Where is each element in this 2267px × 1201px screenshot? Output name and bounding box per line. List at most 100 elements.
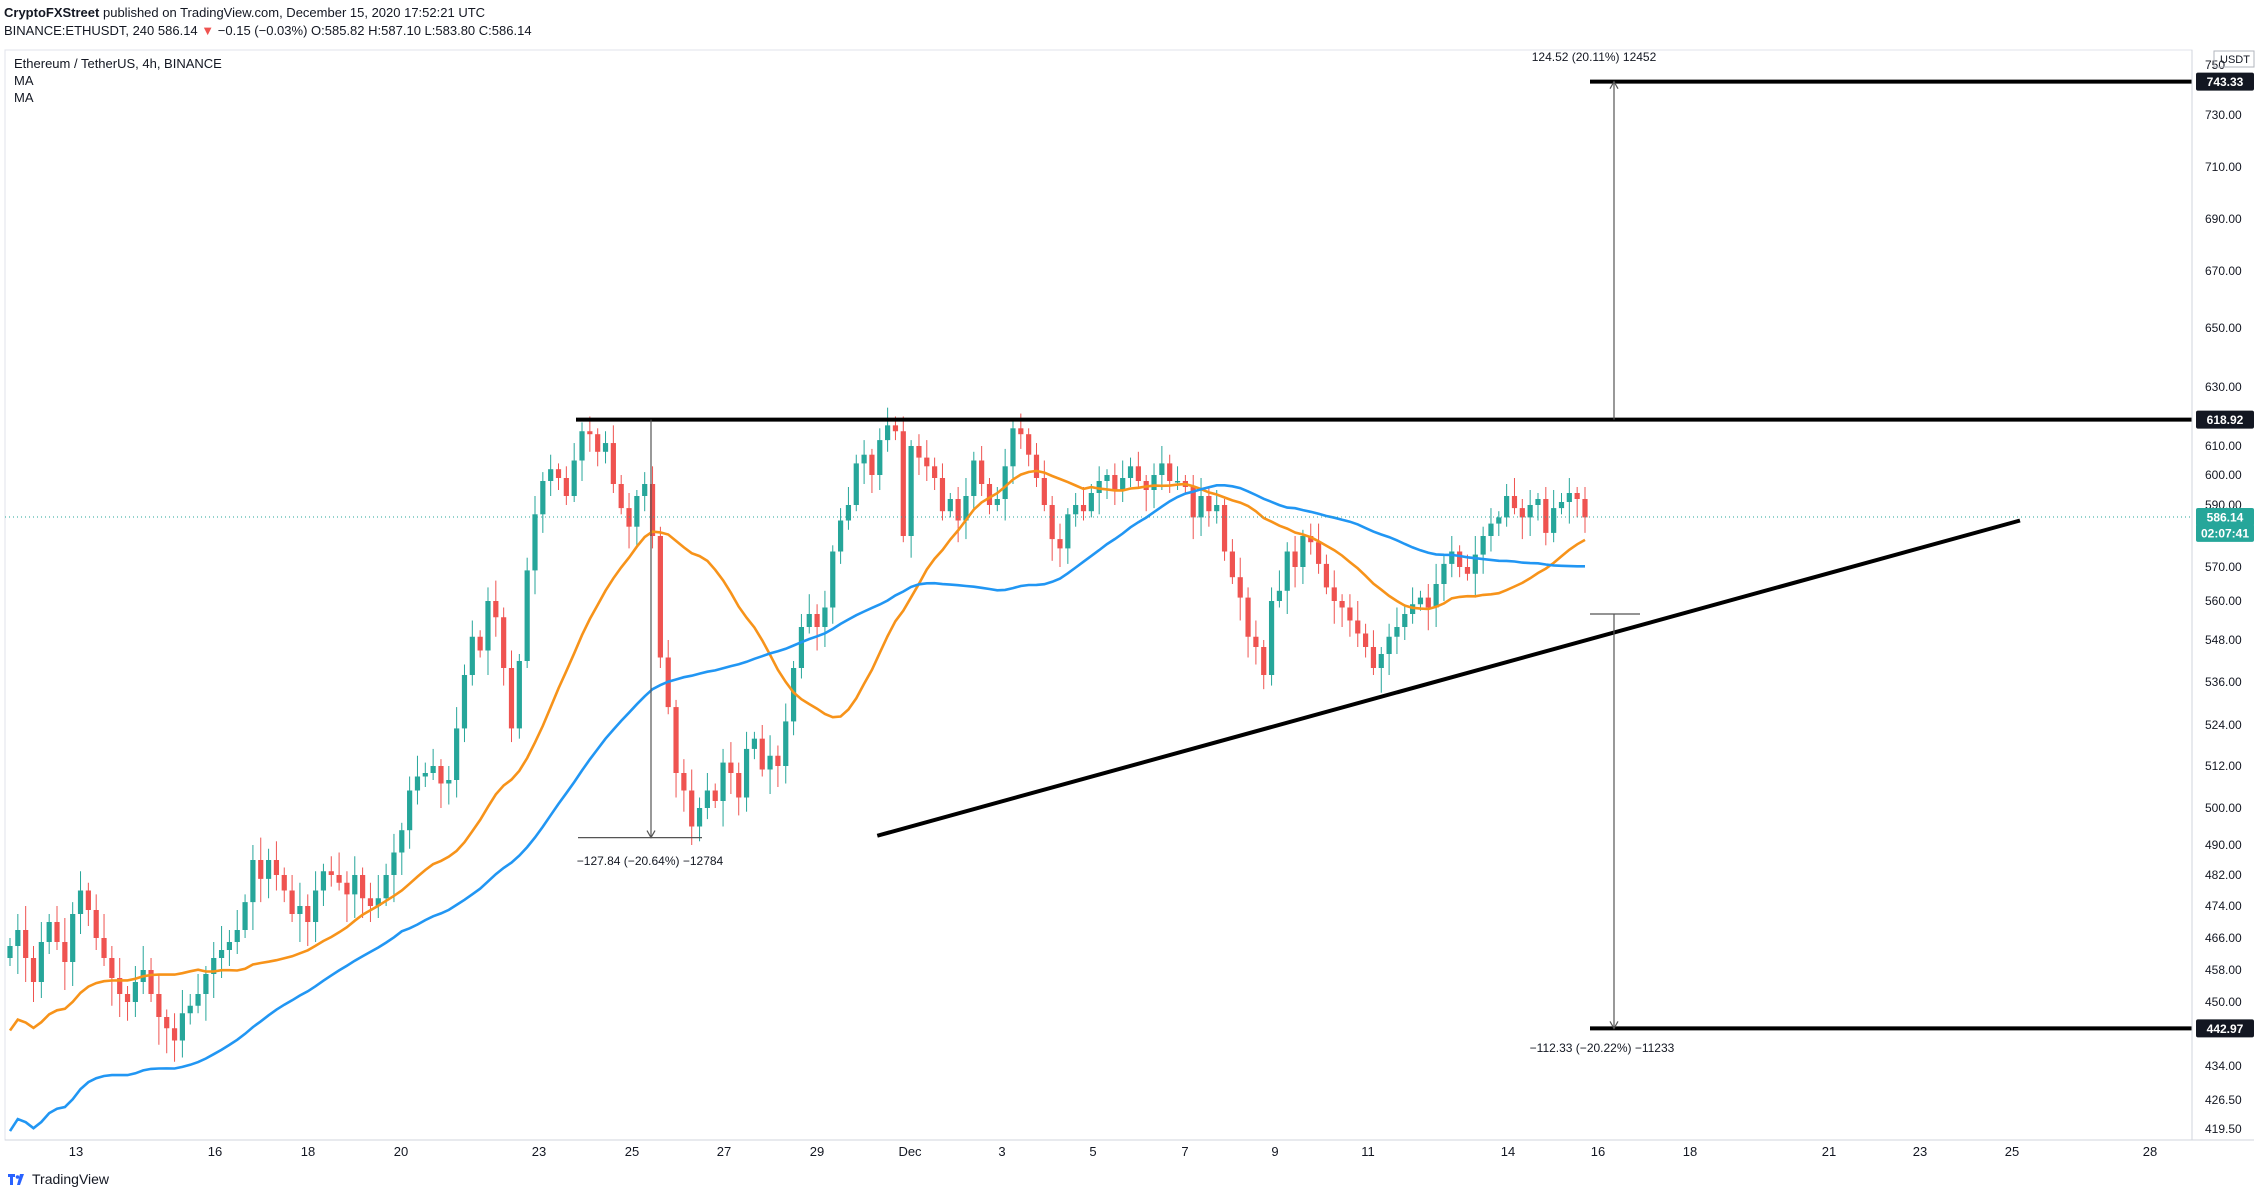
candle[interactable]	[1245, 587, 1251, 658]
candle[interactable]	[579, 422, 585, 481]
candle[interactable]	[1504, 484, 1510, 527]
legend-title[interactable]: Ethereum / TetherUS, 4h, BINANCE	[14, 56, 222, 71]
candle[interactable]	[320, 863, 327, 906]
candle[interactable]	[877, 428, 883, 490]
publisher-name[interactable]: CryptoFXStreet	[4, 5, 100, 20]
candle[interactable]	[1159, 446, 1165, 490]
candle[interactable]	[297, 882, 303, 942]
candle[interactable]	[1574, 487, 1580, 518]
candle[interactable]	[391, 833, 397, 903]
candle[interactable]	[1080, 487, 1087, 521]
candle[interactable]	[289, 875, 295, 922]
candle[interactable]	[1002, 448, 1008, 521]
candle[interactable]	[312, 871, 319, 942]
candle[interactable]	[273, 841, 280, 891]
candle[interactable]	[383, 863, 389, 906]
candle[interactable]	[1261, 640, 1267, 690]
candle[interactable]	[109, 946, 115, 1006]
candle[interactable]	[1582, 487, 1588, 533]
candle[interactable]	[352, 856, 358, 918]
measure-up[interactable]	[1609, 80, 1619, 420]
candle[interactable]	[70, 902, 76, 986]
candle[interactable]	[1378, 647, 1384, 693]
candle[interactable]	[1135, 451, 1141, 487]
candle[interactable]	[407, 776, 413, 849]
candle[interactable]	[673, 699, 679, 798]
candle[interactable]	[148, 958, 154, 1002]
candle[interactable]	[226, 930, 233, 966]
candle[interactable]	[1026, 428, 1032, 467]
ma-slow-line[interactable]	[8, 483, 1585, 1132]
candle[interactable]	[587, 416, 593, 452]
candle[interactable]	[751, 731, 758, 760]
candle[interactable]	[265, 848, 272, 899]
candle[interactable]	[1543, 487, 1549, 546]
candle[interactable]	[328, 856, 334, 887]
candle[interactable]	[1221, 499, 1228, 561]
candle[interactable]	[900, 416, 906, 543]
candle[interactable]	[469, 620, 475, 686]
candle[interactable]	[336, 852, 342, 891]
candle[interactable]	[885, 407, 891, 452]
legend-ma-1[interactable]: MA	[14, 73, 34, 88]
candle[interactable]	[516, 654, 522, 739]
candle[interactable]	[1339, 594, 1345, 627]
candle[interactable]	[602, 431, 609, 464]
candle[interactable]	[117, 958, 123, 1017]
candle[interactable]	[798, 614, 805, 679]
candle[interactable]	[1402, 604, 1408, 640]
candle[interactable]	[1237, 557, 1243, 621]
candle[interactable]	[736, 762, 742, 816]
candle[interactable]	[360, 867, 366, 919]
candle[interactable]	[1355, 601, 1361, 647]
candle[interactable]	[23, 906, 29, 982]
candle[interactable]	[1362, 623, 1369, 658]
candle[interactable]	[540, 472, 546, 533]
candle[interactable]	[1268, 587, 1275, 686]
candle[interactable]	[947, 493, 953, 518]
candle[interactable]	[932, 457, 938, 490]
candle[interactable]	[759, 725, 765, 777]
candle[interactable]	[1276, 570, 1283, 608]
candle[interactable]	[1394, 607, 1400, 655]
candle[interactable]	[837, 508, 844, 564]
candle[interactable]	[1433, 563, 1439, 627]
candle[interactable]	[508, 650, 515, 743]
candle[interactable]	[1174, 466, 1181, 490]
candle[interactable]	[46, 914, 52, 954]
candle[interactable]	[430, 748, 436, 780]
candle[interactable]	[1370, 630, 1377, 675]
candle[interactable]	[1566, 478, 1572, 524]
candle[interactable]	[242, 894, 248, 938]
candle[interactable]	[1010, 419, 1016, 484]
candle[interactable]	[101, 914, 107, 966]
candle[interactable]	[1049, 496, 1055, 561]
candle[interactable]	[62, 918, 68, 990]
candle[interactable]	[1558, 493, 1565, 515]
candle[interactable]	[187, 994, 193, 1025]
candle[interactable]	[203, 966, 209, 1021]
candle[interactable]	[422, 762, 428, 787]
candle[interactable]	[1073, 493, 1079, 527]
candle[interactable]	[1386, 623, 1392, 675]
candle[interactable]	[1496, 511, 1502, 536]
candle[interactable]	[571, 443, 577, 502]
candle[interactable]	[305, 894, 311, 946]
candle[interactable]	[783, 703, 789, 784]
candle[interactable]	[344, 871, 350, 922]
candle[interactable]	[1292, 536, 1298, 588]
measure-down[interactable]	[1590, 613, 1640, 1030]
candle[interactable]	[258, 837, 264, 903]
candle[interactable]	[485, 587, 491, 675]
candle[interactable]	[728, 742, 734, 794]
candle[interactable]	[1410, 587, 1416, 624]
candle[interactable]	[1112, 463, 1118, 505]
candle[interactable]	[1488, 508, 1494, 552]
candle[interactable]	[790, 661, 797, 736]
candle[interactable]	[1096, 466, 1102, 515]
candle[interactable]	[399, 822, 405, 875]
ma-fast-line[interactable]	[8, 469, 1586, 1032]
candle[interactable]	[1033, 443, 1040, 487]
candle[interactable]	[15, 914, 21, 974]
